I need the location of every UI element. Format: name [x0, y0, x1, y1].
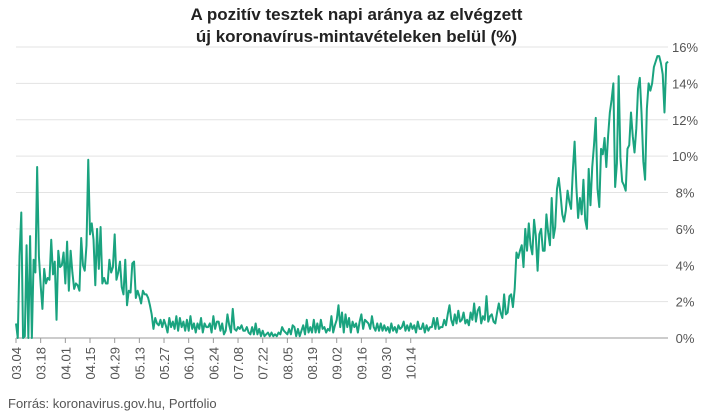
x-axis: 03.04 03.18 04.01 04.15 04.29 05.13 05.27 06.10…: [9, 338, 419, 380]
x-tick-label: 05.13: [132, 347, 147, 380]
y-tick-label: 2%: [676, 295, 695, 310]
series-line: [15, 55, 669, 339]
chart-title-line-1: A pozitív tesztek napi aránya az elvégze…: [190, 5, 523, 24]
y-tick-label: 4%: [676, 258, 695, 273]
y-tick-label: 6%: [676, 222, 695, 237]
chart-title-line-2: új koronavírus-mintavételeken belül (%): [195, 27, 518, 46]
y-tick-label: 8%: [676, 186, 695, 201]
x-tick-label: 08.05: [280, 347, 295, 380]
gridlines: [16, 46, 668, 339]
x-tick-label: 03.18: [34, 347, 49, 380]
x-tick-label: 06.24: [206, 347, 221, 380]
y-axis: 0% 2% 4% 6% 8% 10% 12% 14% 16%: [672, 40, 698, 346]
chart-title: A pozitív tesztek napi aránya az elvégze…: [0, 4, 719, 48]
x-tick-label: 10.14: [404, 347, 419, 380]
series-group: [15, 55, 669, 339]
x-tick-label: 05.27: [157, 347, 172, 380]
source-note: Forrás: koronavirus.gov.hu, Portfolio: [8, 396, 217, 411]
y-tick-label: 14%: [672, 76, 698, 91]
x-tick-label: 09.30: [379, 347, 394, 380]
x-tick-label: 04.01: [58, 347, 73, 380]
x-tick-label: 07.08: [231, 347, 246, 380]
x-tick-label: 09.02: [330, 347, 345, 380]
x-tick-label: 04.29: [108, 347, 123, 380]
y-tick-label: 12%: [672, 113, 698, 128]
x-tick-label: 03.04: [9, 347, 24, 380]
x-tick-label: 04.15: [83, 347, 98, 380]
y-tick-label: 10%: [672, 149, 698, 164]
x-tick-label: 07.22: [256, 347, 271, 380]
x-tick-label: 06.10: [182, 347, 197, 380]
x-tick-label: 08.19: [305, 347, 320, 380]
x-tick-label: 09.16: [354, 347, 369, 380]
y-tick-label: 0%: [676, 331, 695, 346]
y-tick-label: 16%: [672, 40, 698, 55]
